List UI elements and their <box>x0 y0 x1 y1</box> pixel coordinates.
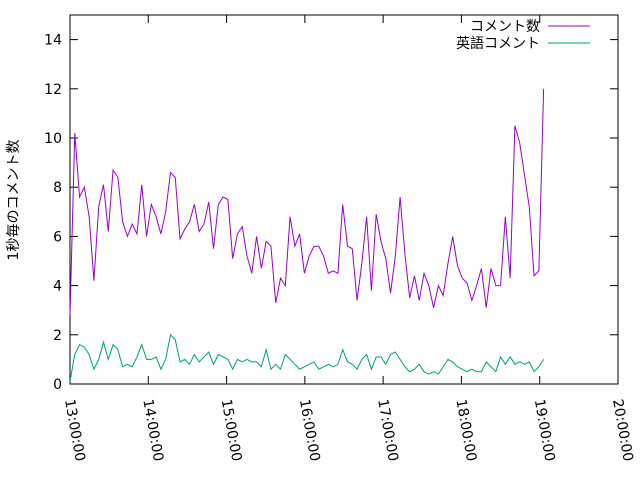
y-tick-label: 4 <box>53 279 62 295</box>
y-tick-label: 2 <box>53 328 62 344</box>
y-tick-label: 10 <box>44 131 62 147</box>
data-line <box>69 88 545 316</box>
plot-border <box>69 14 619 385</box>
x-tick-label: 15:00:00 <box>218 398 245 463</box>
x-tick-label: 19:00:00 <box>531 398 558 463</box>
x-tick-label: 18:00:00 <box>452 398 479 463</box>
y-tick-label: 14 <box>44 33 62 49</box>
x-tick-label: 16:00:00 <box>296 398 323 463</box>
x-tick-label: 17:00:00 <box>374 398 401 463</box>
data-line <box>69 333 545 382</box>
legend-label: 英語コメント <box>456 35 540 52</box>
legend-label: コメント数 <box>470 19 540 35</box>
x-tick-label: 20:00:00 <box>609 398 636 463</box>
y-tick-label: 12 <box>44 82 62 98</box>
y-axis-label: 1秒毎のコメント数 <box>6 140 22 261</box>
x-tick-label: 13:00:00 <box>61 398 88 463</box>
y-tick-label: 6 <box>53 229 62 245</box>
x-tick-label: 14:00:00 <box>139 398 166 463</box>
y-tick-label: 8 <box>53 180 62 196</box>
y-tick-label: 0 <box>53 377 62 393</box>
